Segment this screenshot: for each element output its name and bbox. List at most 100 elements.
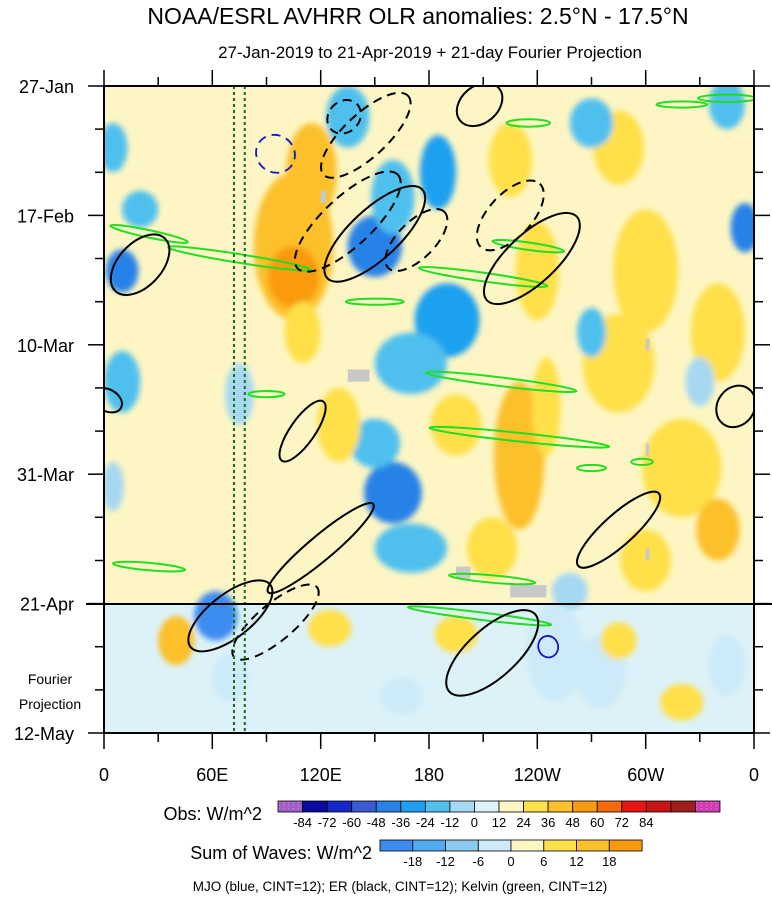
anomaly-blob-15 bbox=[419, 135, 457, 210]
obs-colorbar-swatch-0 bbox=[277, 800, 304, 813]
obs-colorbar-swatch-6 bbox=[424, 800, 451, 813]
anomaly-blob-51 bbox=[660, 683, 704, 721]
x-tick-label-1: 60E bbox=[196, 765, 228, 785]
kelvin-contour-11 bbox=[655, 100, 709, 109]
mjo-contours bbox=[255, 133, 560, 659]
anomaly-blob-43 bbox=[526, 603, 585, 703]
kelvin-contour-3 bbox=[491, 238, 566, 254]
kelvin-contour-12 bbox=[247, 390, 286, 399]
obs-colorbar-swatch-14 bbox=[621, 800, 647, 813]
kelvin-contour-6 bbox=[406, 605, 553, 627]
obs-colorbar-tick-14: 84 bbox=[639, 815, 653, 830]
wave-colorbar-swatch-4 bbox=[510, 839, 545, 852]
y-tick-label-5: 12-May bbox=[14, 724, 74, 744]
wave-colorbar-label: Sum of Waves: W/m^2 bbox=[190, 843, 372, 863]
anomaly-blob-48 bbox=[308, 609, 352, 647]
anomaly-blob-25 bbox=[494, 381, 545, 530]
kelvin-contour-14 bbox=[576, 463, 607, 473]
x-axis: 0 60E 120E 180 120W 60W 0 bbox=[99, 70, 759, 785]
anomaly-blob-46 bbox=[212, 652, 249, 703]
y-axis: 27-Jan 17-Feb 10-Mar 31-Mar 21-Apr 12-May bbox=[14, 77, 770, 744]
obs-colorbar-swatch-5 bbox=[400, 800, 426, 813]
missing-data-6 bbox=[645, 548, 650, 561]
kelvin-contour-15 bbox=[630, 457, 654, 466]
anomaly-blob-3 bbox=[104, 351, 141, 413]
kelvin-contour-10 bbox=[697, 93, 754, 103]
wave-colorbar-tick-0: -18 bbox=[403, 854, 422, 869]
kelvin-contour-4 bbox=[424, 370, 578, 393]
anomaly-blob-4 bbox=[104, 461, 124, 512]
wave-colorbar-tick-5: 12 bbox=[569, 854, 583, 869]
anomaly-blob-37 bbox=[730, 203, 754, 253]
wave-colorbar-tick-4: 6 bbox=[540, 854, 547, 869]
obs-colorbar-label: Obs: W/m^2 bbox=[164, 804, 262, 824]
anomaly-blob-33 bbox=[690, 283, 746, 382]
wave-colorbar-swatch-7 bbox=[608, 839, 643, 852]
anomaly-blob-18 bbox=[364, 461, 422, 524]
anomaly-blob-34 bbox=[696, 498, 740, 561]
wave-colorbar-tick-6: 18 bbox=[602, 854, 616, 869]
missing-data-3 bbox=[320, 190, 327, 204]
kelvin-contour-7 bbox=[448, 572, 537, 586]
anomaly-blob-19 bbox=[349, 418, 401, 468]
er-wave-contours bbox=[104, 86, 754, 697]
anomaly-blob-20 bbox=[374, 523, 447, 573]
obs-colorbar-swatch-12 bbox=[572, 800, 598, 813]
er-contour-6 bbox=[482, 211, 581, 306]
er-contour-3 bbox=[320, 91, 412, 179]
obs-colorbar-tick-8: 12 bbox=[492, 815, 506, 830]
kelvin-contour-1 bbox=[109, 223, 189, 244]
wave-colorbar-swatch-2 bbox=[445, 839, 479, 852]
anomaly-blob-2 bbox=[122, 190, 159, 228]
obs-colorbar-tick-7: 0 bbox=[471, 815, 478, 830]
anomaly-blob-50 bbox=[600, 622, 637, 660]
anomaly-blob-17 bbox=[374, 332, 447, 395]
obs-colorbar-swatch-10 bbox=[523, 800, 549, 813]
anomaly-blob-7 bbox=[158, 616, 195, 666]
anomaly-blob-40 bbox=[551, 572, 588, 610]
wave-colorbar: -18 -12 -6 0 6 12 18 bbox=[379, 839, 643, 869]
anomaly-blob-13 bbox=[371, 159, 415, 234]
er-contour-9 bbox=[278, 399, 327, 463]
chart-subtitle: 27-Jan-2019 to 21-Apr-2019 + 21-day Four… bbox=[218, 43, 642, 62]
er-contour-4 bbox=[384, 208, 449, 272]
anomaly-blob-22 bbox=[317, 387, 361, 462]
kelvin-contour-0 bbox=[167, 245, 312, 272]
obs-colorbar-tick-0: -84 bbox=[293, 815, 312, 830]
plot-area bbox=[104, 86, 754, 733]
x-tick-label-5: 60W bbox=[627, 765, 664, 785]
missing-data-0 bbox=[347, 369, 370, 382]
obs-colorbar-tick-12: 60 bbox=[590, 815, 604, 830]
y-tick-label-1: 17-Feb bbox=[17, 206, 74, 226]
anomaly-blob-47 bbox=[708, 634, 746, 696]
er-contour-13 bbox=[445, 609, 540, 697]
anomaly-blob-29 bbox=[613, 209, 679, 333]
missing-data-2 bbox=[510, 585, 547, 598]
anomaly-blob-14 bbox=[326, 86, 370, 148]
kelvin-contour-2 bbox=[417, 266, 549, 288]
anomaly-blob-32 bbox=[620, 529, 671, 592]
anomaly-blob-39 bbox=[685, 357, 715, 407]
anomaly-blob-27 bbox=[466, 517, 518, 579]
anomaly-blob-31 bbox=[642, 418, 722, 518]
kelvin-contour-9 bbox=[505, 118, 551, 128]
anomaly-blob-49 bbox=[434, 615, 478, 653]
obs-colorbar-swatch-16 bbox=[670, 800, 696, 813]
kelvin-contour-8 bbox=[112, 560, 187, 573]
kelvin-wave-contours bbox=[109, 93, 754, 627]
er-contour-15 bbox=[715, 384, 754, 429]
x-tick-label-0: 0 bbox=[99, 765, 109, 785]
anomaly-blob-45 bbox=[380, 677, 424, 715]
obs-colorbar-tick-13: 72 bbox=[615, 815, 629, 830]
kelvin-contour-5 bbox=[428, 425, 611, 449]
footer-legend: MJO (blue, CINT=12); ER (black, CINT=12)… bbox=[193, 879, 608, 894]
wave-colorbar-tick-2: -6 bbox=[473, 854, 485, 869]
projection-label-line2: Projection bbox=[19, 696, 81, 712]
er-contour-14 bbox=[576, 490, 662, 569]
x-tick-label-6: 0 bbox=[749, 765, 759, 785]
er-contour-2 bbox=[293, 170, 402, 273]
anomaly-blob-0 bbox=[105, 249, 139, 293]
obs-colorbar-swatch-11 bbox=[547, 800, 574, 813]
mjo-contour-0 bbox=[255, 133, 296, 174]
